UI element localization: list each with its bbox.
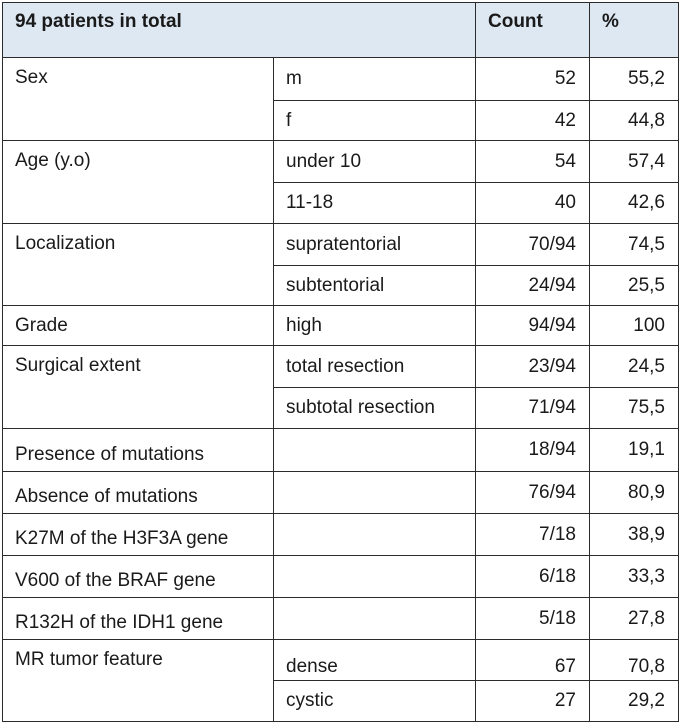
empty-cell <box>273 471 476 514</box>
table-row: f 42 44,8 <box>3 100 679 141</box>
percent-header: % <box>589 2 679 58</box>
empty-cell <box>273 597 476 640</box>
sub-label: high <box>273 305 476 346</box>
sub-label: dense <box>273 639 476 681</box>
table-row: Age (y.o) under 10 54 57,4 <box>2 140 679 224</box>
table-row: subtotal resection 71/94 75,5 <box>3 387 679 429</box>
table-row: R132H of the IDH1 gene 5/18 27,8 <box>2 597 679 640</box>
table-row: Sex m 52 55,2 <box>2 57 679 141</box>
row-label-presence: Presence of mutations <box>2 428 274 472</box>
table-row: Absence of mutations 76/94 80,9 <box>2 471 679 514</box>
percent-cell: 44,8 <box>589 100 679 141</box>
percent-cell: 74,5 <box>589 223 679 266</box>
count-cell: 42 <box>475 100 590 141</box>
sub-label: total resection <box>273 345 476 388</box>
table-row: Presence of mutations 18/94 19,1 <box>2 428 679 472</box>
count-cell: 54 <box>475 140 590 183</box>
row-label-absence: Absence of mutations <box>2 471 274 514</box>
count-cell: 6/18 <box>475 555 590 598</box>
table-row: Grade high 94/94 100 <box>2 305 679 346</box>
count-cell: 70/94 <box>475 223 590 266</box>
sub-label: f <box>273 100 476 141</box>
percent-cell: 57,4 <box>589 140 679 183</box>
count-cell: 7/18 <box>475 513 590 556</box>
percent-cell: 70,8 <box>589 639 679 681</box>
row-label-v600: V600 of the BRAF gene <box>2 555 274 598</box>
row-label-sex: Sex <box>2 57 274 141</box>
count-cell: 67 <box>475 639 590 681</box>
table-row: cystic 27 29,2 <box>3 680 679 722</box>
count-cell: 94/94 <box>475 305 590 346</box>
percent-cell: 33,3 <box>589 555 679 598</box>
sub-label: under 10 <box>273 140 476 183</box>
table-title: 94 patients in total <box>2 2 476 58</box>
count-cell: 71/94 <box>475 387 590 429</box>
empty-cell <box>273 513 476 556</box>
count-header: Count <box>475 2 590 58</box>
table-row: MR tumor feature dense 67 70,8 <box>2 639 679 722</box>
count-cell: 40 <box>475 182 590 224</box>
percent-cell: 55,2 <box>589 57 679 101</box>
row-label-grade: Grade <box>2 305 274 346</box>
percent-cell: 24,5 <box>589 345 679 388</box>
row-label-r132h: R132H of the IDH1 gene <box>2 597 274 640</box>
sub-label: supratentorial <box>273 223 476 266</box>
count-cell: 27 <box>475 680 590 722</box>
table-row: Surgical extent total resection 23/94 24… <box>2 345 679 429</box>
sub-label: subtentorial <box>273 265 476 306</box>
row-label-k27m: K27M of the H3F3A gene <box>2 513 274 556</box>
table-row: K27M of the H3F3A gene 7/18 38,9 <box>2 513 679 556</box>
table-row: Localization supratentorial 70/94 74,5 <box>2 223 679 306</box>
percent-cell: 100 <box>589 305 679 346</box>
table-row: subtentorial 24/94 25,5 <box>3 265 679 306</box>
count-cell: 18/94 <box>475 428 590 472</box>
percent-cell: 27,8 <box>589 597 679 640</box>
percent-cell: 42,6 <box>589 182 679 224</box>
table-row: V600 of the BRAF gene 6/18 33,3 <box>2 555 679 598</box>
sub-label: 11-18 <box>273 182 476 224</box>
sub-label: m <box>273 57 476 101</box>
row-label-localization: Localization <box>2 223 274 306</box>
count-cell: 5/18 <box>475 597 590 640</box>
header-row: 94 patients in total Count % <box>2 2 679 58</box>
percent-cell: 80,9 <box>589 471 679 514</box>
count-cell: 23/94 <box>475 345 590 388</box>
row-label-surgical: Surgical extent <box>2 345 274 429</box>
empty-cell <box>273 428 476 472</box>
row-label-mr: MR tumor feature <box>2 639 274 722</box>
count-cell: 52 <box>475 57 590 101</box>
count-cell: 24/94 <box>475 265 590 306</box>
empty-cell <box>273 555 476 598</box>
percent-cell: 29,2 <box>589 680 679 722</box>
sub-label: cystic <box>273 680 476 722</box>
percent-cell: 25,5 <box>589 265 679 306</box>
count-cell: 76/94 <box>475 471 590 514</box>
sub-label: subtotal resection <box>273 387 476 429</box>
percent-cell: 19,1 <box>589 428 679 472</box>
percent-cell: 38,9 <box>589 513 679 556</box>
row-label-age: Age (y.o) <box>2 140 274 224</box>
percent-cell: 75,5 <box>589 387 679 429</box>
